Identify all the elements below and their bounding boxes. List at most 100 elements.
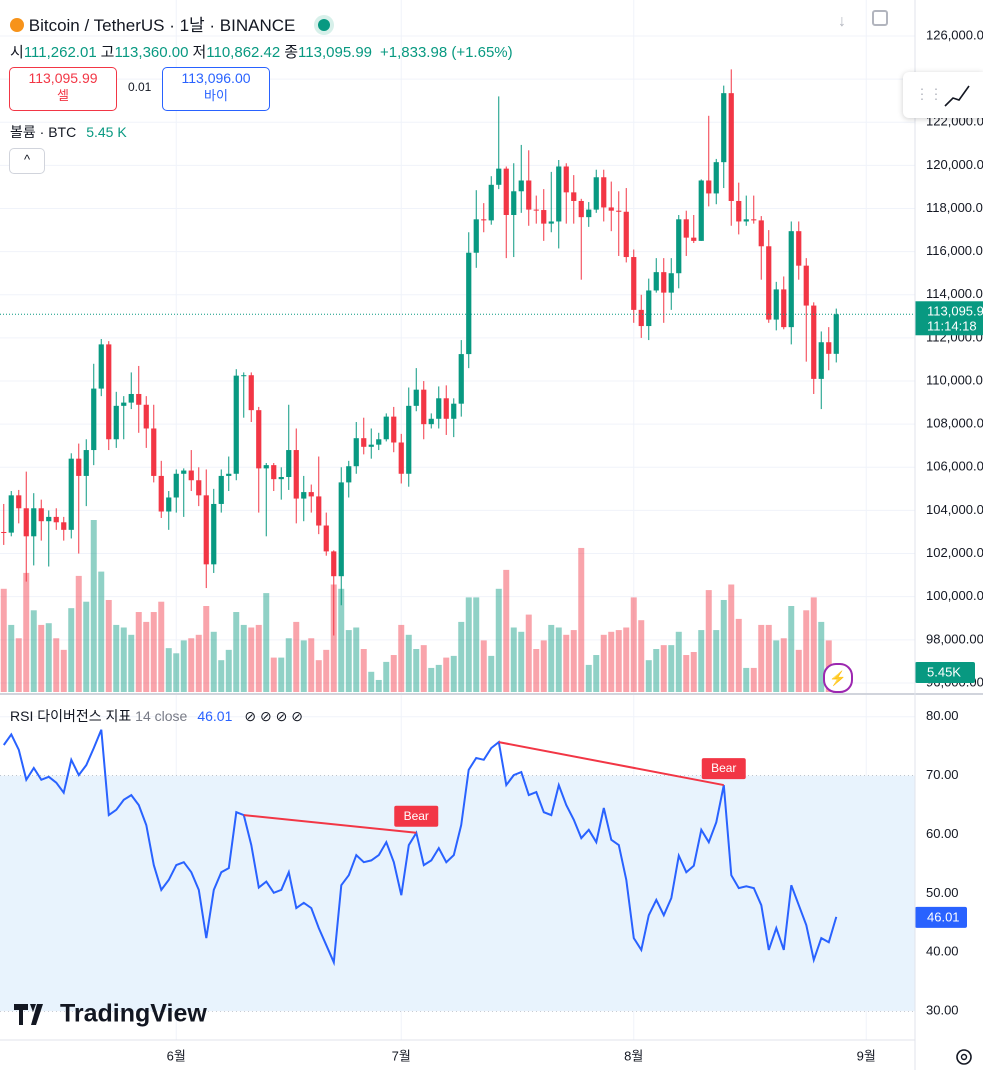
- candle-body: [113, 405, 119, 440]
- collapse-legend-button[interactable]: ^: [9, 148, 45, 174]
- candle-body: [466, 252, 472, 355]
- candle-body: [218, 475, 224, 504]
- volume-bar: [158, 601, 165, 692]
- candle-body: [181, 470, 187, 474]
- candle-body: [91, 388, 97, 451]
- rsi-params: 14 close: [135, 708, 188, 724]
- candle-body: [233, 375, 239, 474]
- volume-bar: [795, 649, 802, 692]
- buy-button[interactable]: 113,096.00 바이: [162, 67, 270, 111]
- volume-bar: [218, 660, 225, 692]
- rsi-value-label: 46.01: [927, 909, 960, 924]
- volume-bar: [420, 645, 427, 692]
- candle-body: [361, 438, 367, 447]
- candle-body: [121, 402, 127, 406]
- divergence-label: Bear: [711, 761, 736, 775]
- candle-body: [413, 389, 419, 406]
- volume-bar: [413, 649, 420, 692]
- rsi-tick-label: 50.00: [926, 885, 959, 900]
- candle-body: [143, 404, 149, 429]
- candle-body: [601, 177, 607, 208]
- volume-bar: [495, 588, 502, 692]
- volume-bar: [240, 624, 247, 692]
- candle-body: [203, 495, 209, 565]
- candle-body: [263, 465, 269, 469]
- drawing-toolbar: ⋮⋮: [903, 72, 983, 118]
- trendline-icon[interactable]: [944, 85, 970, 107]
- candle-body: [428, 418, 434, 425]
- volume-bar: [83, 601, 90, 692]
- candle-body: [211, 503, 217, 565]
- ohlc-key: 시: [10, 44, 24, 61]
- candle-body: [76, 458, 82, 476]
- divergence-line: [243, 814, 417, 834]
- volume-bar: [113, 624, 120, 692]
- divergence-line: [498, 741, 724, 787]
- candle-body: [323, 525, 329, 552]
- volume-bar: [645, 660, 652, 692]
- candle-body: [256, 410, 262, 469]
- candle-body: [653, 272, 659, 291]
- candle-body: [578, 200, 584, 218]
- divergence-tag: [394, 805, 439, 827]
- volume-bar: [758, 624, 765, 692]
- volume-bar: [233, 612, 240, 692]
- volume-bar: [570, 630, 577, 692]
- volume-bar: [600, 634, 607, 692]
- volume-bar: [578, 547, 585, 692]
- volume-bar: [8, 624, 15, 692]
- volume-bar: [23, 572, 30, 692]
- y-tick-label: 110,000.00: [926, 372, 983, 387]
- ohlc-key: 종: [284, 44, 299, 61]
- candle-body: [473, 219, 479, 253]
- volume-bar: [450, 655, 457, 692]
- buy-price: 113,096.00: [181, 70, 251, 86]
- candle-body: [758, 220, 764, 247]
- volume-bar: [278, 657, 285, 692]
- sell-price: 113,095.99: [28, 70, 98, 86]
- volume-bar: [53, 638, 60, 692]
- volume-bar: [173, 653, 180, 692]
- candle-body: [278, 477, 284, 480]
- volume-bar: [383, 661, 390, 692]
- divergence-tag: [701, 758, 746, 780]
- symbol-row: Bitcoin / TetherUS · 1날 · BINANCE: [10, 11, 331, 36]
- sell-label: 셀: [57, 88, 69, 103]
- volume-bar: [150, 612, 157, 692]
- sell-button[interactable]: 113,095.99 셀: [9, 67, 117, 111]
- candle-body: [526, 180, 532, 210]
- volume-bar: [263, 593, 270, 692]
- alert-icon[interactable]: ⚡: [823, 663, 853, 693]
- logo-icon: [14, 1004, 43, 1025]
- volume-bar: [563, 634, 570, 692]
- y-tick-label: 108,000.00: [926, 416, 983, 431]
- y-tick-label: 118,000.00: [926, 200, 983, 215]
- btc-icon: [10, 18, 24, 32]
- candle-body: [128, 393, 134, 403]
- collapse-icon[interactable]: ↓: [838, 13, 846, 30]
- symbol[interactable]: Bitcoin / TetherUS · 1날 · BINANCE: [28, 16, 296, 35]
- fullscreen-icon[interactable]: [872, 10, 888, 26]
- volume-bar: [728, 584, 735, 692]
- volume-bar: [38, 624, 45, 692]
- settings-icon[interactable]: [956, 1049, 972, 1065]
- volume-bar: [330, 584, 337, 692]
- volume-bar: [548, 624, 555, 692]
- volume-bar: [323, 649, 330, 692]
- rsi-band: [0, 775, 915, 1012]
- drag-handle[interactable]: ⋮⋮: [915, 86, 943, 102]
- last-price-box: [915, 301, 983, 336]
- candle-body: [353, 438, 359, 467]
- volume-bar: [465, 597, 472, 692]
- candle-body: [481, 219, 487, 221]
- volume-bar: [780, 638, 787, 692]
- ohlc-value: 113,095.99: [298, 44, 373, 61]
- x-tick-label: 8월: [624, 1048, 643, 1063]
- candle-body: [106, 344, 112, 440]
- change: +1,833.98 (+1.65%): [380, 44, 513, 61]
- volume-bar: [203, 606, 210, 692]
- volume-bar: [60, 649, 67, 692]
- rsi-tick-label: 70.00: [926, 767, 959, 782]
- candle-body: [173, 473, 179, 498]
